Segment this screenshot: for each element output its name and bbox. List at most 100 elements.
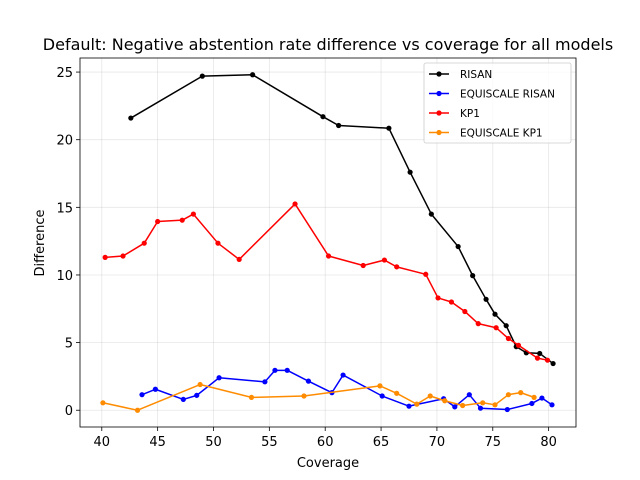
data-point: [518, 390, 524, 396]
series-line-equiscale-kp1: [102, 383, 535, 411]
data-point: [534, 355, 541, 361]
data-point: [379, 393, 385, 399]
data-point: [414, 401, 420, 407]
data-point: [477, 405, 484, 411]
legend-marker: [436, 71, 442, 77]
data-point: [377, 383, 383, 389]
data-point: [493, 325, 499, 331]
data-point: [549, 402, 555, 408]
x-tick-label: 50: [205, 435, 222, 450]
chart-title: Default: Negative abstention rate differ…: [43, 35, 613, 54]
data-point: [529, 400, 535, 407]
data-point: [336, 122, 342, 129]
data-point: [199, 73, 205, 79]
data-point: [505, 392, 512, 398]
data-point: [249, 72, 256, 78]
data-point: [503, 323, 509, 329]
data-point: [455, 243, 461, 250]
data-point: [340, 372, 346, 378]
data-point: [197, 381, 203, 388]
x-tick-label: 40: [94, 435, 111, 450]
data-point: [544, 357, 551, 363]
x-tick-label: 60: [317, 435, 334, 450]
data-point: [448, 299, 455, 305]
data-point: [236, 256, 242, 263]
plot-area: [100, 72, 556, 413]
data-point: [216, 375, 222, 381]
x-tick-label: 45: [149, 435, 166, 450]
data-point: [466, 392, 472, 398]
x-tick-label: 75: [485, 435, 502, 450]
data-point: [462, 308, 468, 315]
data-point: [305, 378, 312, 384]
data-point: [394, 390, 400, 396]
data-point: [102, 254, 108, 260]
x-tick-label: 70: [429, 435, 446, 450]
data-point: [492, 402, 498, 408]
data-point: [262, 379, 268, 385]
x-tick-label: 80: [540, 435, 557, 450]
data-point: [515, 342, 522, 348]
data-point: [134, 407, 141, 413]
data-point: [301, 393, 307, 399]
legend-entry-equiscale-risan: EQUISCALE RISAN: [429, 89, 555, 101]
y-tick-label: 5: [65, 337, 73, 352]
y-tick-label: 15: [56, 201, 73, 216]
data-point: [320, 114, 326, 120]
data-point: [381, 257, 388, 263]
data-point: [100, 400, 106, 406]
legend: RISAN EQUISCALE RISAN KP1 EQUISCALE KP1: [423, 62, 572, 144]
legend-entry-risan: RISAN: [429, 69, 492, 81]
x-tick-label: 55: [261, 435, 278, 450]
data-point: [360, 262, 366, 269]
data-point: [531, 394, 537, 400]
data-point: [442, 398, 448, 404]
data-point: [141, 240, 147, 246]
legend-label: EQUISCALE KP1: [460, 128, 543, 140]
data-point: [460, 402, 466, 409]
data-point: [452, 404, 458, 410]
legend-entry-equiscale-kp1: EQUISCALE KP1: [429, 128, 543, 140]
data-point: [407, 169, 413, 175]
data-point: [120, 253, 126, 259]
data-point: [248, 394, 255, 400]
data-point: [550, 360, 556, 367]
data-point: [428, 211, 434, 217]
data-point: [190, 211, 196, 217]
legend-entry-kp1: KP1: [429, 108, 480, 120]
x-axis-label: Coverage: [297, 456, 359, 471]
data-point: [194, 392, 200, 398]
series-kp1: [102, 201, 551, 363]
data-point: [480, 400, 486, 406]
data-point: [537, 350, 543, 357]
data-point: [394, 264, 400, 270]
data-point: [505, 335, 512, 342]
data-point: [152, 386, 159, 392]
data-point: [292, 201, 298, 207]
y-tick-label: 25: [56, 66, 73, 81]
data-point: [470, 273, 476, 279]
data-point: [406, 403, 412, 409]
y-axis-label: Difference: [33, 209, 48, 276]
legend-label: EQUISCALE RISAN: [460, 89, 555, 101]
data-point: [180, 396, 186, 403]
legend-marker: [436, 90, 442, 97]
data-point: [272, 367, 278, 373]
legend-marker: [436, 110, 442, 116]
data-point: [504, 406, 510, 413]
y-tick-label: 0: [65, 404, 73, 419]
data-point: [215, 240, 221, 246]
axes-frame: [79, 57, 577, 428]
data-point: [128, 115, 134, 121]
data-point: [325, 253, 332, 259]
data-point: [483, 296, 489, 302]
data-point: [475, 321, 481, 327]
data-point: [155, 218, 161, 225]
y-tick-label: 10: [56, 269, 73, 284]
series-equiscale-kp1: [100, 381, 537, 413]
data-point: [427, 393, 433, 399]
legend-label: RISAN: [460, 69, 492, 81]
series-risan: [128, 72, 556, 367]
data-point: [179, 217, 185, 223]
